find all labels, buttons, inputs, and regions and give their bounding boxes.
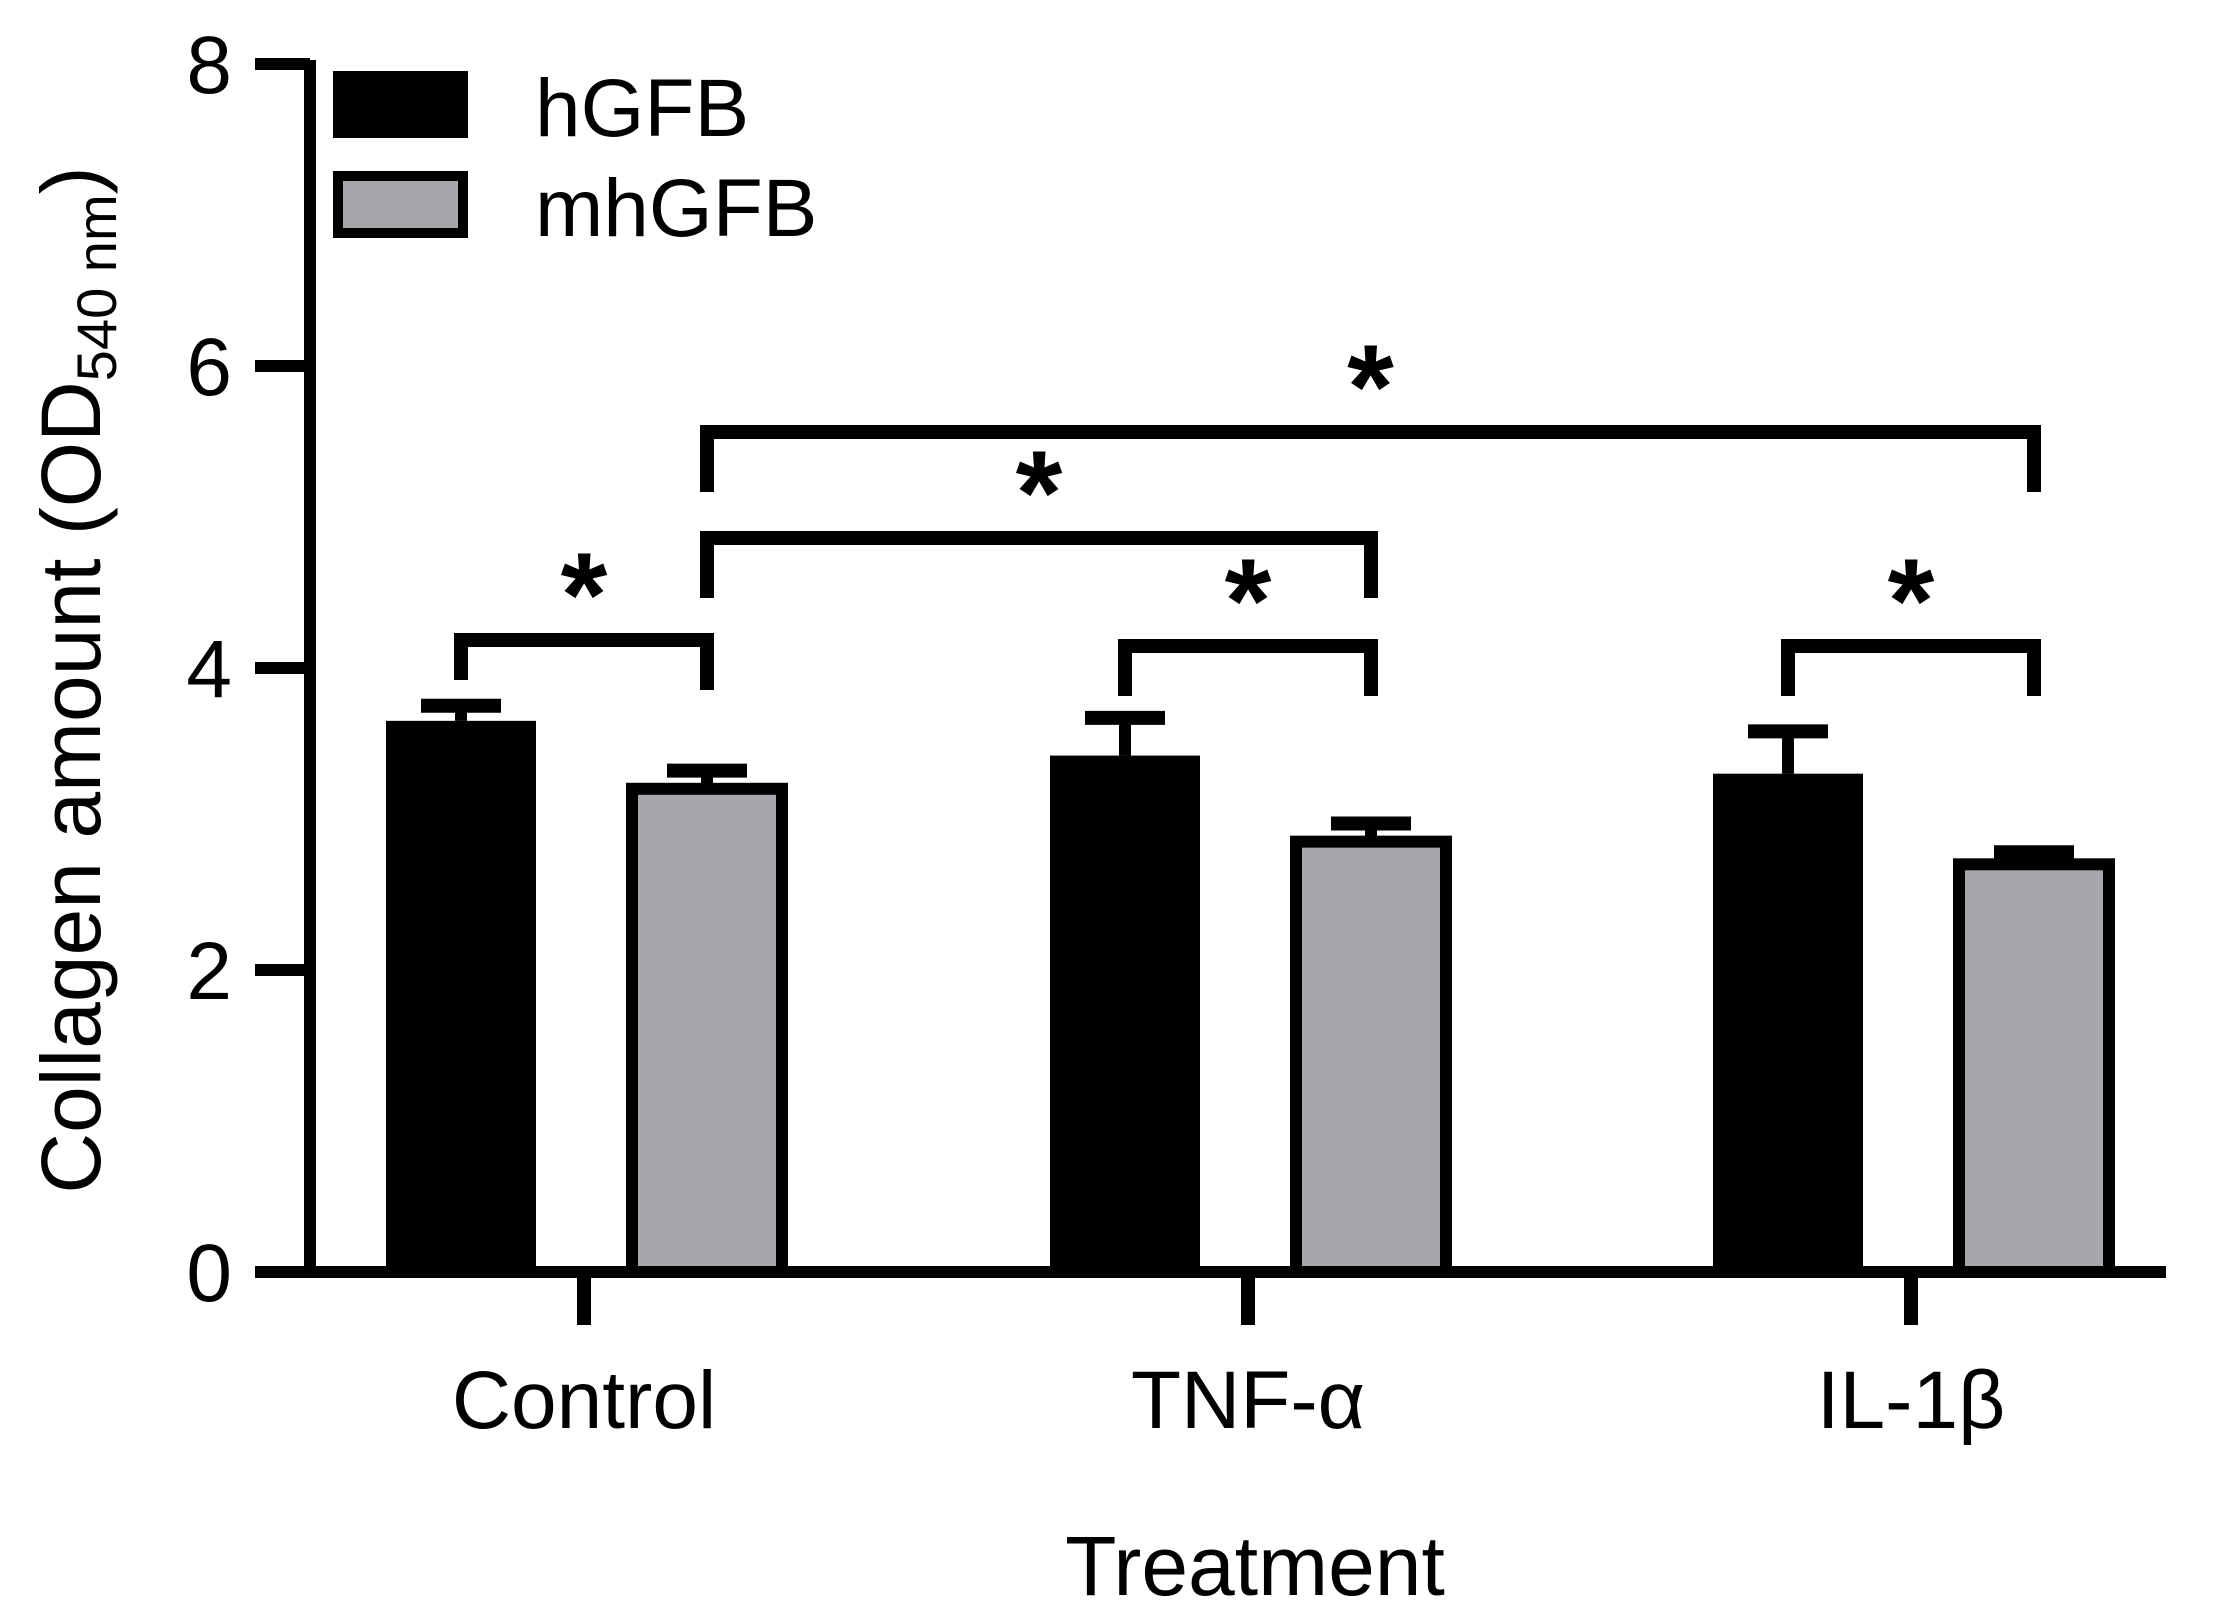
bars [386, 698, 2115, 1279]
significance-bracket [1781, 639, 2041, 696]
significance-bracket [1118, 639, 1378, 696]
significance-bracket [454, 633, 714, 690]
y-tick-label: 8 [186, 20, 232, 111]
bar-hgfb [1713, 773, 1863, 1272]
significance-star: * [1225, 534, 1272, 668]
y-tick-label: 0 [186, 1228, 232, 1319]
y-axis-title: Collagen amount (OD540 nm) [24, 166, 128, 1193]
x-tick-label: IL-1β [1817, 1355, 2005, 1446]
x-axis-title: Treatment [1065, 1519, 1445, 1613]
bar-mhgfb [626, 782, 788, 1278]
bar-mhgfb [1290, 835, 1452, 1279]
significance-bracket [700, 531, 1378, 598]
bar-hgfb [1050, 755, 1200, 1272]
y-tick-label: 4 [186, 624, 232, 715]
significance-star: * [1888, 534, 1935, 668]
significance-star: * [1347, 320, 1394, 454]
legend: hGFB mhGFB [333, 63, 817, 254]
y-ticks: 0 2 4 6 8 [186, 20, 310, 1319]
y-tick-label: 2 [186, 926, 232, 1017]
significance-brackets: * * * * * [454, 320, 2041, 696]
significance-star: * [561, 528, 608, 662]
y-tick-label: 6 [186, 322, 232, 413]
legend-label-mhgfb: mhGFB [535, 163, 817, 254]
x-tick-label: Control [452, 1355, 716, 1446]
bar-hgfb [386, 720, 536, 1272]
significance-bracket [700, 425, 2041, 492]
y-axis-title-subscript: 540 nm [65, 194, 128, 381]
legend-swatch-mhgfb [333, 171, 468, 238]
legend-swatch-hgfb [333, 71, 468, 138]
significance-star: * [1016, 426, 1063, 560]
legend-label-hgfb: hGFB [535, 63, 749, 154]
x-ticks: Control TNF-α IL-1β [452, 1272, 2005, 1446]
y-axis-title-close: ) [24, 166, 118, 194]
bar-mhgfb [1953, 858, 2115, 1278]
x-tick-label: TNF-α [1131, 1355, 1365, 1446]
y-axis-title-main: Collagen amount (OD [24, 381, 118, 1193]
